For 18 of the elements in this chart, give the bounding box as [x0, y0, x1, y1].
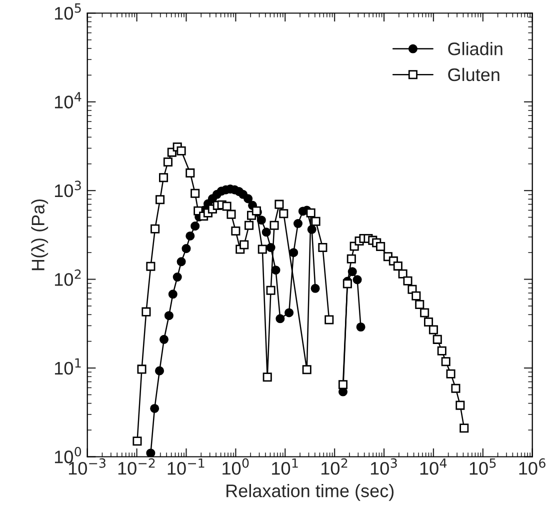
x-tick-label: 10$^{−1}$	[168, 458, 204, 475]
y-tick-label: 10$^{2}$	[54, 269, 81, 286]
y-tick-label: 10$^{3}$	[54, 180, 81, 198]
x-tick-label: 10$^{1}$	[272, 458, 298, 475]
legend-label: Gliadin	[448, 42, 502, 56]
y-tick-label: 10$^{5}$	[54, 3, 81, 20]
x-tick-label: 10$^{3}$	[370, 458, 397, 475]
x-tick-label: 10$^{4}$	[420, 458, 447, 475]
x-tick-label: 10$^{2}$	[322, 458, 348, 475]
y-tick-label: 10$^{4}$	[54, 92, 82, 108]
x-tick-label: 10$^{5}$	[470, 458, 496, 475]
y-axis-title: H(λ) (Pa)	[31, 199, 48, 270]
y-tick-label: 10$^{1}$	[54, 358, 81, 375]
legend-label: Gluten	[448, 68, 500, 82]
x-tick-label: 10$^{−2}$	[118, 458, 155, 475]
x-tick-label: 10$^{0}$	[222, 458, 249, 475]
x-tick-label: 10$^{6}$	[519, 458, 546, 475]
x-axis-title: Relaxation time (sec)	[226, 484, 394, 501]
